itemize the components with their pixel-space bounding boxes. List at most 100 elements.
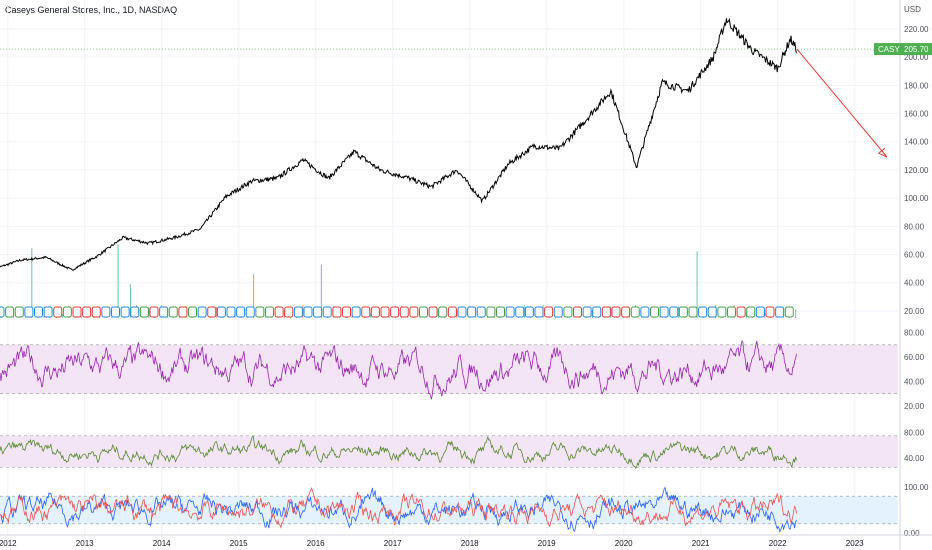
earnings-marker xyxy=(101,306,111,318)
earnings-marker xyxy=(53,306,63,318)
price-badge-symbol: CASY xyxy=(878,45,900,54)
earnings-marker xyxy=(226,306,236,318)
earnings-marker xyxy=(111,306,120,318)
earnings-marker xyxy=(573,306,582,318)
rsi-tick-label: 20.00 xyxy=(904,402,925,411)
currency-label: USD xyxy=(904,5,921,14)
earnings-marker xyxy=(0,306,5,318)
earnings-marker xyxy=(659,306,669,318)
price-tick-label: 100.00 xyxy=(904,194,929,203)
year-tick-label: 2022 xyxy=(769,539,787,548)
earnings-marker xyxy=(322,306,332,318)
earnings-marker xyxy=(409,306,419,318)
rsi-tick-label: 40.00 xyxy=(904,377,925,386)
earnings-marker xyxy=(370,306,380,318)
price-tick-label: 200.00 xyxy=(904,53,929,62)
osc2-tick-label: 40.00 xyxy=(904,454,925,463)
earnings-marker xyxy=(784,306,794,318)
earnings-marker xyxy=(438,306,448,318)
earnings-marker xyxy=(476,306,486,318)
earnings-marker xyxy=(621,306,631,318)
earnings-marker xyxy=(178,306,188,318)
price-tick-label: 20.00 xyxy=(904,307,925,316)
earnings-marker xyxy=(496,306,505,318)
earnings-marker xyxy=(82,306,92,318)
earnings-marker xyxy=(698,306,708,318)
earnings-marker xyxy=(592,306,602,318)
price-tick-label: 40.00 xyxy=(904,279,925,288)
price-tick-label: 120.00 xyxy=(904,166,929,175)
rsi-band xyxy=(0,344,898,394)
earnings-marker xyxy=(284,306,294,318)
year-tick-label: 2014 xyxy=(153,539,171,548)
earnings-marker xyxy=(399,306,409,318)
osc2-band xyxy=(0,435,898,468)
stoch-tick-label: 100.00 xyxy=(904,483,929,492)
price-badge xyxy=(874,43,932,56)
stoch-band xyxy=(0,496,898,524)
earnings-marker xyxy=(765,306,775,318)
earnings-marker xyxy=(245,306,255,318)
year-tick-label: 2023 xyxy=(846,539,864,548)
stoch-line xyxy=(0,487,797,534)
earnings-marker xyxy=(207,306,217,318)
earnings-marker xyxy=(736,306,746,318)
earnings-marker xyxy=(534,306,544,318)
earnings-marker xyxy=(274,306,284,318)
earnings-marker xyxy=(342,306,351,318)
year-tick-label: 2013 xyxy=(76,539,94,548)
earnings-marker xyxy=(91,306,101,318)
earnings-marker xyxy=(390,306,400,318)
earnings-marker xyxy=(34,306,43,318)
earnings-marker xyxy=(293,306,303,318)
projection-arrowhead xyxy=(877,147,888,158)
osc2-line xyxy=(0,435,797,470)
earnings-marker xyxy=(678,306,688,318)
earnings-marker xyxy=(524,306,534,318)
earnings-marker xyxy=(43,306,53,318)
earnings-marker xyxy=(380,306,390,318)
earnings-marker xyxy=(5,306,15,318)
price-tick-label: 220.00 xyxy=(904,25,929,34)
price-tick-label: 160.00 xyxy=(904,110,929,119)
earnings-marker xyxy=(428,306,438,318)
earnings-marker xyxy=(650,306,659,318)
stoch-signal-line xyxy=(0,487,797,529)
earnings-marker xyxy=(197,306,207,318)
earnings-marker xyxy=(582,306,592,318)
projection-arrow xyxy=(796,48,888,158)
price-tick-label: 80.00 xyxy=(904,222,925,231)
earnings-marker xyxy=(515,306,525,318)
earnings-marker xyxy=(120,306,130,318)
price-tick-label: 140.00 xyxy=(904,138,929,147)
year-tick-label: 2015 xyxy=(230,539,248,548)
earnings-marker xyxy=(188,306,197,318)
year-tick-label: 2019 xyxy=(538,539,556,548)
earnings-marker xyxy=(563,306,573,318)
earnings-marker xyxy=(775,306,785,318)
earnings-marker xyxy=(467,306,477,318)
earnings-marker xyxy=(505,306,515,318)
rsi-tick-label: 80.00 xyxy=(904,329,925,338)
earnings-marker xyxy=(553,306,563,318)
earnings-marker xyxy=(544,306,554,318)
earnings-marker xyxy=(236,306,246,318)
earnings-marker xyxy=(755,306,765,318)
earnings-marker xyxy=(630,306,640,318)
price-tick-label: 60.00 xyxy=(904,251,925,260)
earnings-marker xyxy=(14,306,24,318)
earnings-marker xyxy=(216,306,226,318)
earnings-marker xyxy=(62,306,72,318)
earnings-marker xyxy=(640,306,650,318)
earnings-marker xyxy=(611,306,621,318)
price-tick-label: 180.00 xyxy=(904,81,929,90)
earnings-marker xyxy=(159,306,169,318)
osc2-tick-label: 80.00 xyxy=(904,429,925,438)
earnings-marker xyxy=(707,306,717,318)
earnings-marker xyxy=(139,306,149,318)
earnings-marker xyxy=(601,306,611,318)
price-badge-value: 205.70 xyxy=(904,45,929,54)
earnings-marker xyxy=(746,306,756,318)
earnings-marker xyxy=(24,306,34,318)
